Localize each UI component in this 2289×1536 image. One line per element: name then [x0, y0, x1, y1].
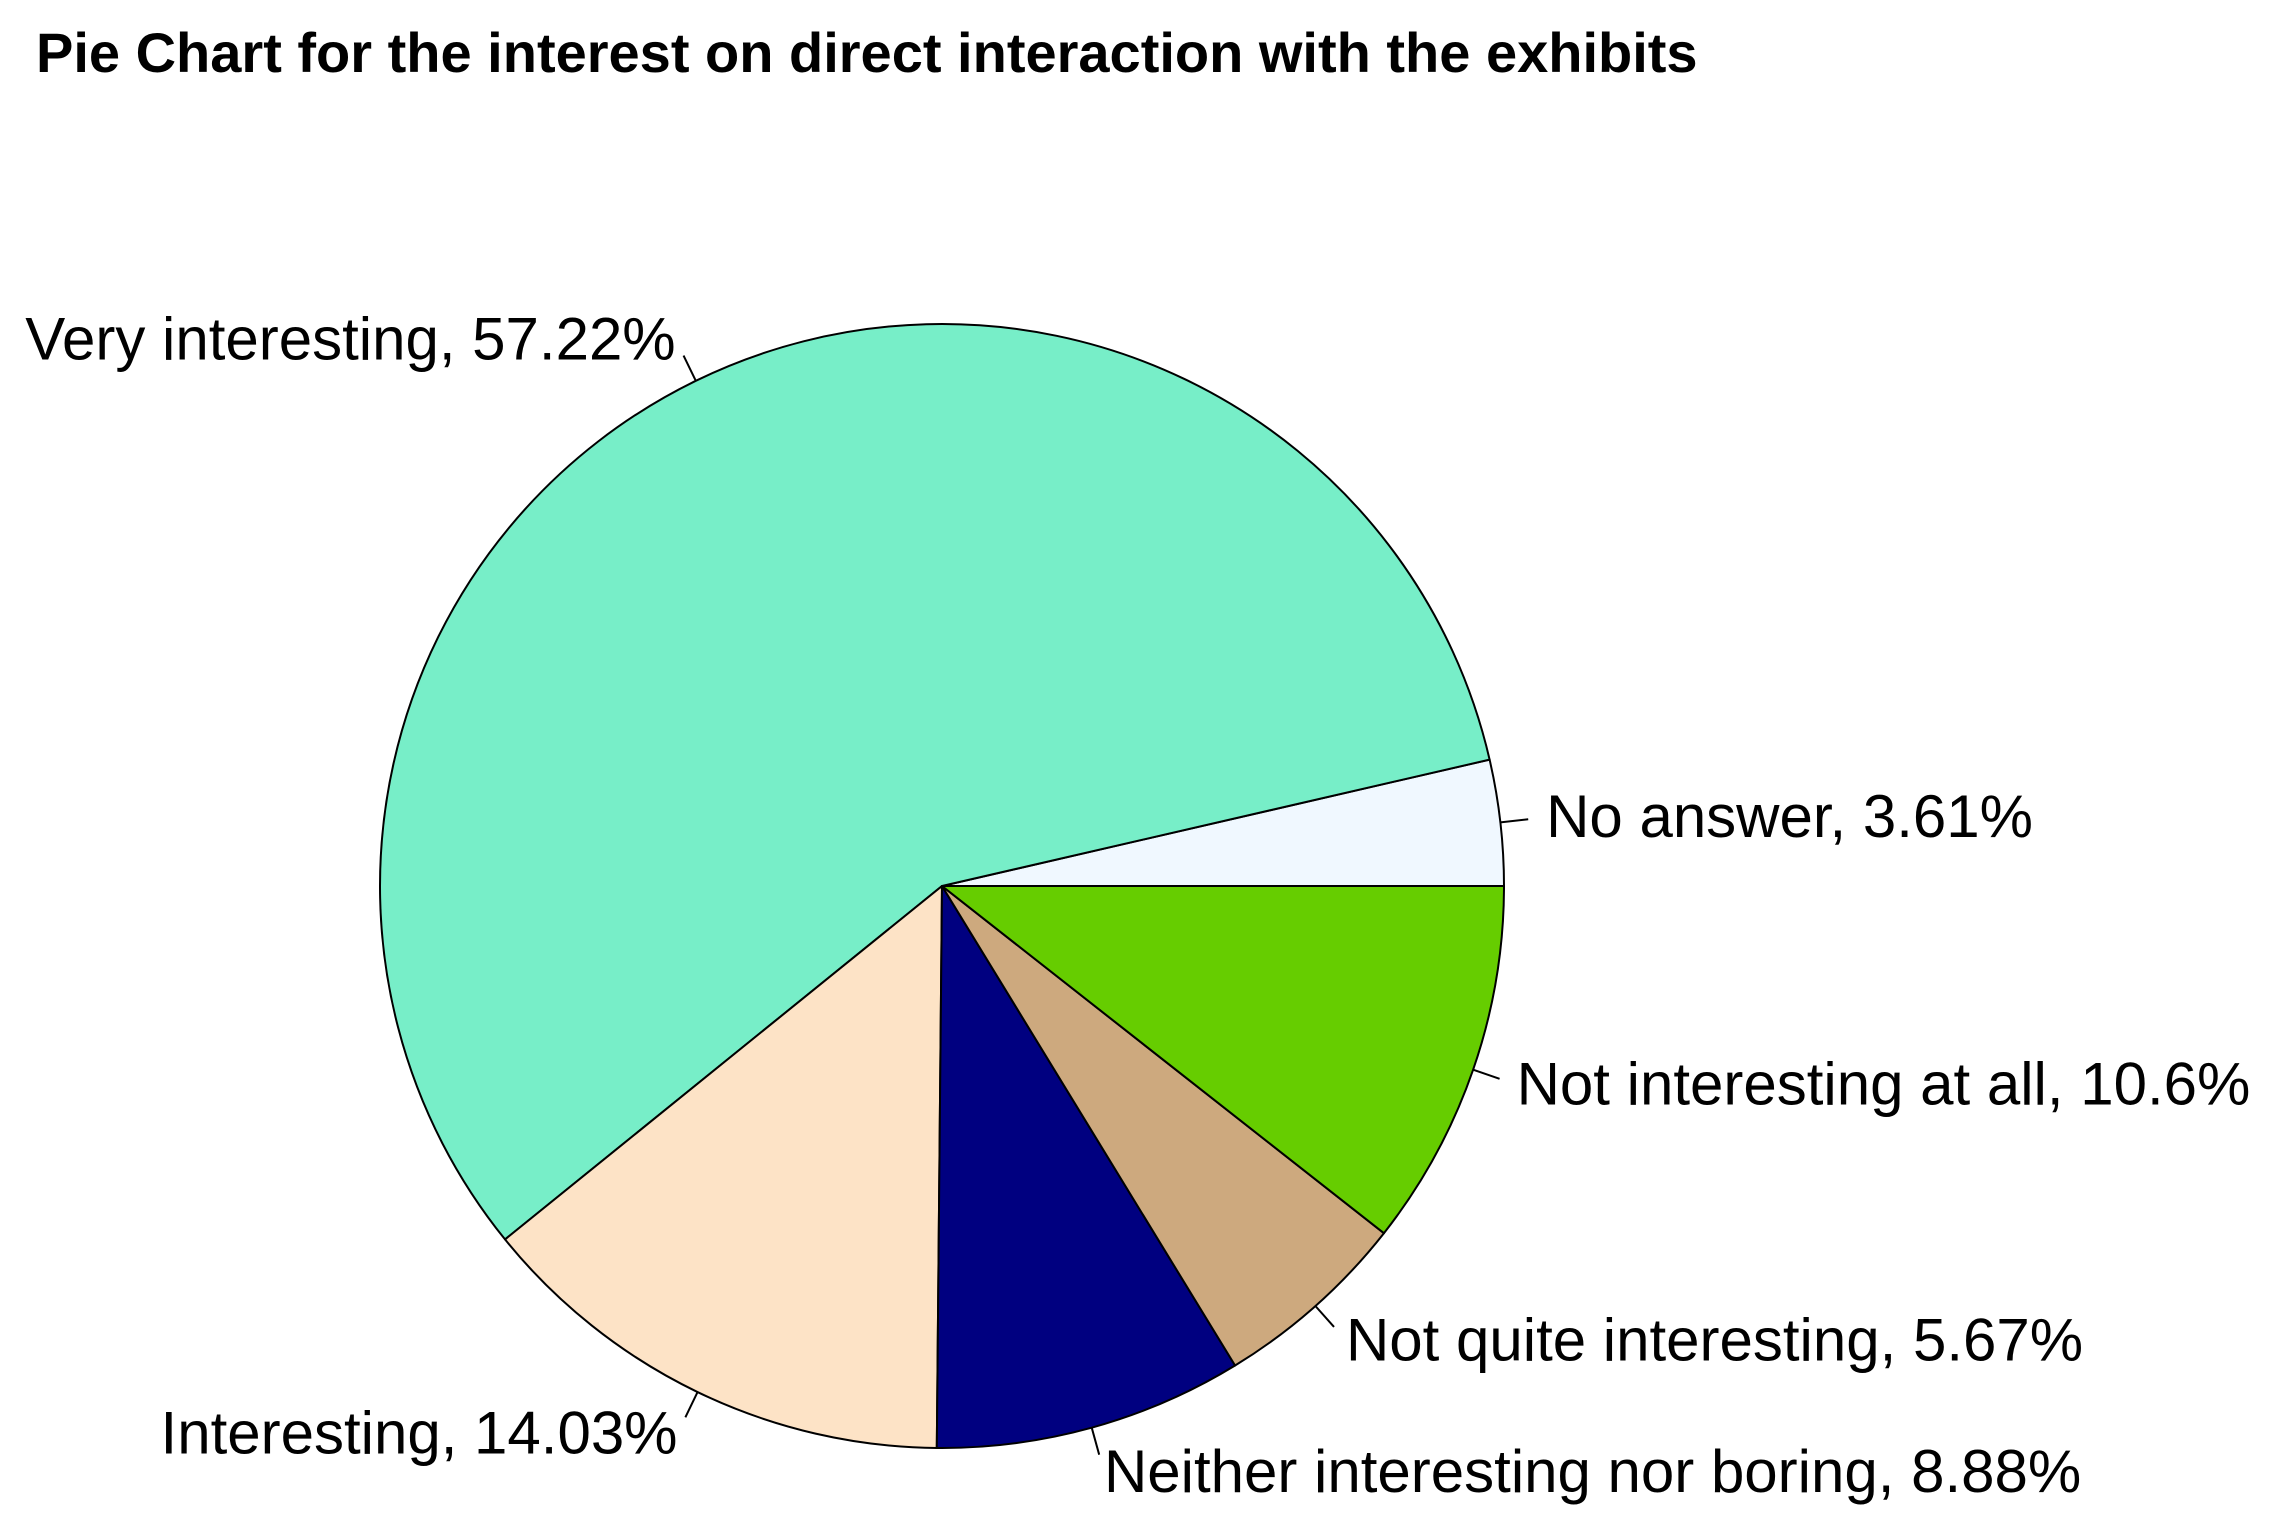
pie-slice-very-interesting — [379, 323, 1491, 1241]
pie-slice-not-quite-interesting — [941, 885, 1385, 1367]
chart-title: Pie Chart for the interest on direct int… — [36, 21, 1698, 84]
pie-slice-not-interesting-at-all — [941, 885, 1505, 1235]
leader-line-not-interesting-at-all — [1472, 1068, 1500, 1080]
slice-label-very-interesting: Very interesting, 57.22% — [25, 305, 675, 372]
leader-line-not-quite-interesting — [1314, 1305, 1335, 1328]
pie-slice-neither-interesting-nor-boring — [935, 885, 1237, 1449]
slice-label-not-interesting-at-all: Not interesting at all, 10.6% — [1517, 1051, 2251, 1118]
leader-line-no-answer — [1500, 818, 1529, 824]
pie-slices — [379, 323, 1505, 1449]
leader-lines — [682, 355, 1529, 1455]
slice-label-no-answer: No answer, 3.61% — [1546, 783, 2033, 850]
slice-label-neither-interesting-nor-boring: Neither interesting nor boring, 8.88% — [1104, 1438, 2081, 1505]
leader-line-neither-interesting-nor-boring — [1090, 1427, 1101, 1455]
leader-line-interesting — [684, 1391, 699, 1418]
slice-label-not-quite-interesting: Not quite interesting, 5.67% — [1346, 1306, 2083, 1373]
slice-label-interesting: Interesting, 14.03% — [161, 1399, 678, 1466]
slice-labels: No answer, 3.61% Very interesting, 57.22%… — [25, 305, 2250, 1505]
leader-line-very-interesting — [682, 355, 697, 382]
